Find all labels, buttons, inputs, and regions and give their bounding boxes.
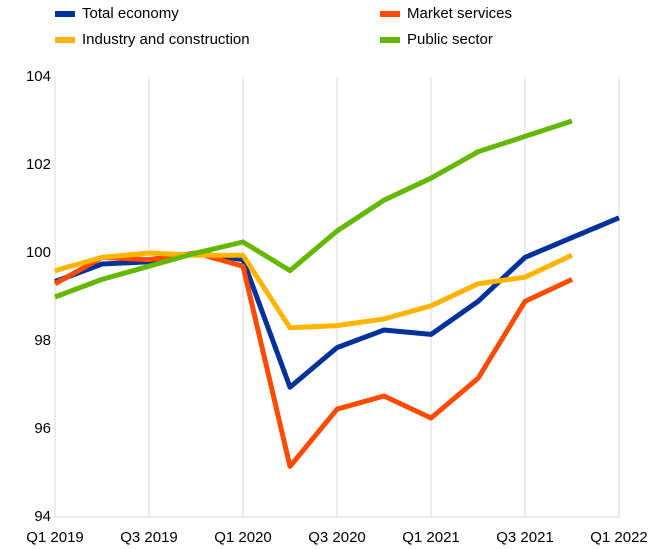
legend-swatch — [380, 37, 400, 43]
x-tick-label: Q1 2021 — [402, 529, 460, 546]
legend-swatch — [380, 11, 400, 17]
x-tick-label: Q1 2020 — [214, 529, 272, 546]
x-tick-label: Q1 2019 — [26, 529, 84, 546]
legend-label: Market services — [407, 5, 512, 22]
y-tick-label: 102 — [26, 156, 51, 173]
x-tick-label: Q3 2019 — [120, 529, 178, 546]
x-tick-label: Q3 2021 — [496, 529, 554, 546]
y-tick-label: 98 — [34, 332, 51, 349]
series-line — [54, 250, 574, 331]
legend-swatch — [55, 37, 75, 43]
legend-label: Public sector — [407, 31, 493, 48]
y-tick-label: 100 — [26, 244, 51, 261]
series-line — [53, 250, 574, 469]
series-line — [54, 118, 573, 300]
y-tick-label: 96 — [34, 420, 51, 437]
legend-swatch — [55, 11, 75, 17]
x-tick-label: Q1 2022 — [590, 529, 648, 546]
x-tick-label: Q3 2020 — [308, 529, 366, 546]
legend-label: Total economy — [82, 5, 179, 22]
legend-label: Industry and construction — [82, 31, 250, 48]
y-tick-label: 94 — [34, 508, 51, 525]
y-tick-label: 104 — [26, 68, 51, 85]
